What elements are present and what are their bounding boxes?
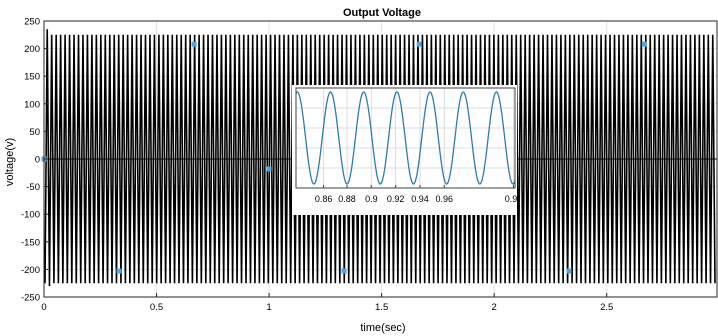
data-marker (341, 268, 347, 274)
data-marker (191, 41, 197, 47)
y-tick-label: -100 (21, 210, 40, 221)
inset-x-tick-label: 0.96 (435, 194, 453, 204)
x-tick-label: 0 (41, 302, 46, 313)
y-tick-label: -150 (21, 237, 40, 248)
inset-x-tick-label: 0.92 (387, 194, 405, 204)
data-marker (266, 166, 272, 172)
inset-x-tick-label: 0.86 (315, 194, 333, 204)
y-tick-label: -50 (26, 182, 40, 193)
x-tick-label: 0.5 (150, 302, 163, 313)
data-marker (566, 268, 572, 274)
main-y-axis-ticks: 250 200 150 100 50 0 -50 -100 -150 -200 -250 (21, 17, 48, 304)
inset-plot-area (295, 87, 516, 189)
main-x-axis-ticks: 0 0.5 1 1.5 2 2.5 (41, 293, 613, 313)
series-line (44, 29, 716, 286)
x-tick-label: 1.5 (375, 302, 388, 313)
y-tick-label: 250 (24, 17, 40, 28)
data-marker (116, 268, 122, 274)
y-tick-label: 100 (24, 99, 40, 110)
x-tick-label: 1 (266, 302, 271, 313)
inset-plot: 0.86 0.88 0.9 0.92 0.94 0.96 0.9 (292, 85, 517, 215)
y-tick-label: 200 (24, 44, 40, 55)
inset-x-tick-label: 0.88 (338, 194, 356, 204)
y-tick-label: 50 (29, 127, 40, 138)
y-tick-label: 150 (24, 72, 40, 83)
inset-x-tick-label: 0.94 (411, 194, 429, 204)
x-tick-label: 2.5 (600, 302, 613, 313)
inset-x-tick-label: 0.9 (365, 194, 378, 204)
inset-x-axis-ticks: 0.86 0.88 0.9 0.92 0.94 0.96 0.9 (315, 185, 517, 204)
data-marker (416, 41, 422, 47)
y-tick-label: -250 (21, 293, 40, 304)
chart-title: Output Voltage (343, 7, 421, 19)
y-tick-label: -200 (21, 265, 40, 276)
x-tick-label: 2 (492, 302, 497, 313)
y-axis-label: voltage(v) (4, 138, 16, 186)
data-marker (641, 41, 647, 47)
inset-series-line (295, 91, 516, 185)
inset-gridlines (296, 88, 515, 188)
x-axis-label: time(sec) (360, 322, 405, 334)
inset-x-tick-label: 0.9 (505, 194, 518, 204)
y-tick-label: 0 (35, 155, 40, 166)
inset-background (292, 85, 517, 215)
inset-waveform (295, 91, 516, 185)
